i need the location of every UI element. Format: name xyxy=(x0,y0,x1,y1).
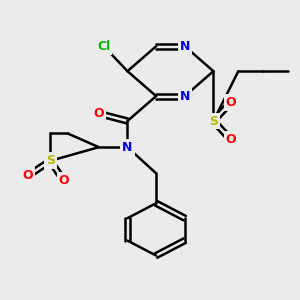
Text: S: S xyxy=(46,154,55,167)
Text: O: O xyxy=(226,133,236,146)
Text: N: N xyxy=(180,40,190,53)
Text: O: O xyxy=(58,174,69,187)
Text: O: O xyxy=(94,107,104,120)
Text: S: S xyxy=(209,115,218,128)
Text: O: O xyxy=(22,169,33,182)
Text: O: O xyxy=(226,96,236,109)
Text: N: N xyxy=(122,141,133,154)
Text: N: N xyxy=(180,90,190,103)
Text: Cl: Cl xyxy=(97,40,110,53)
